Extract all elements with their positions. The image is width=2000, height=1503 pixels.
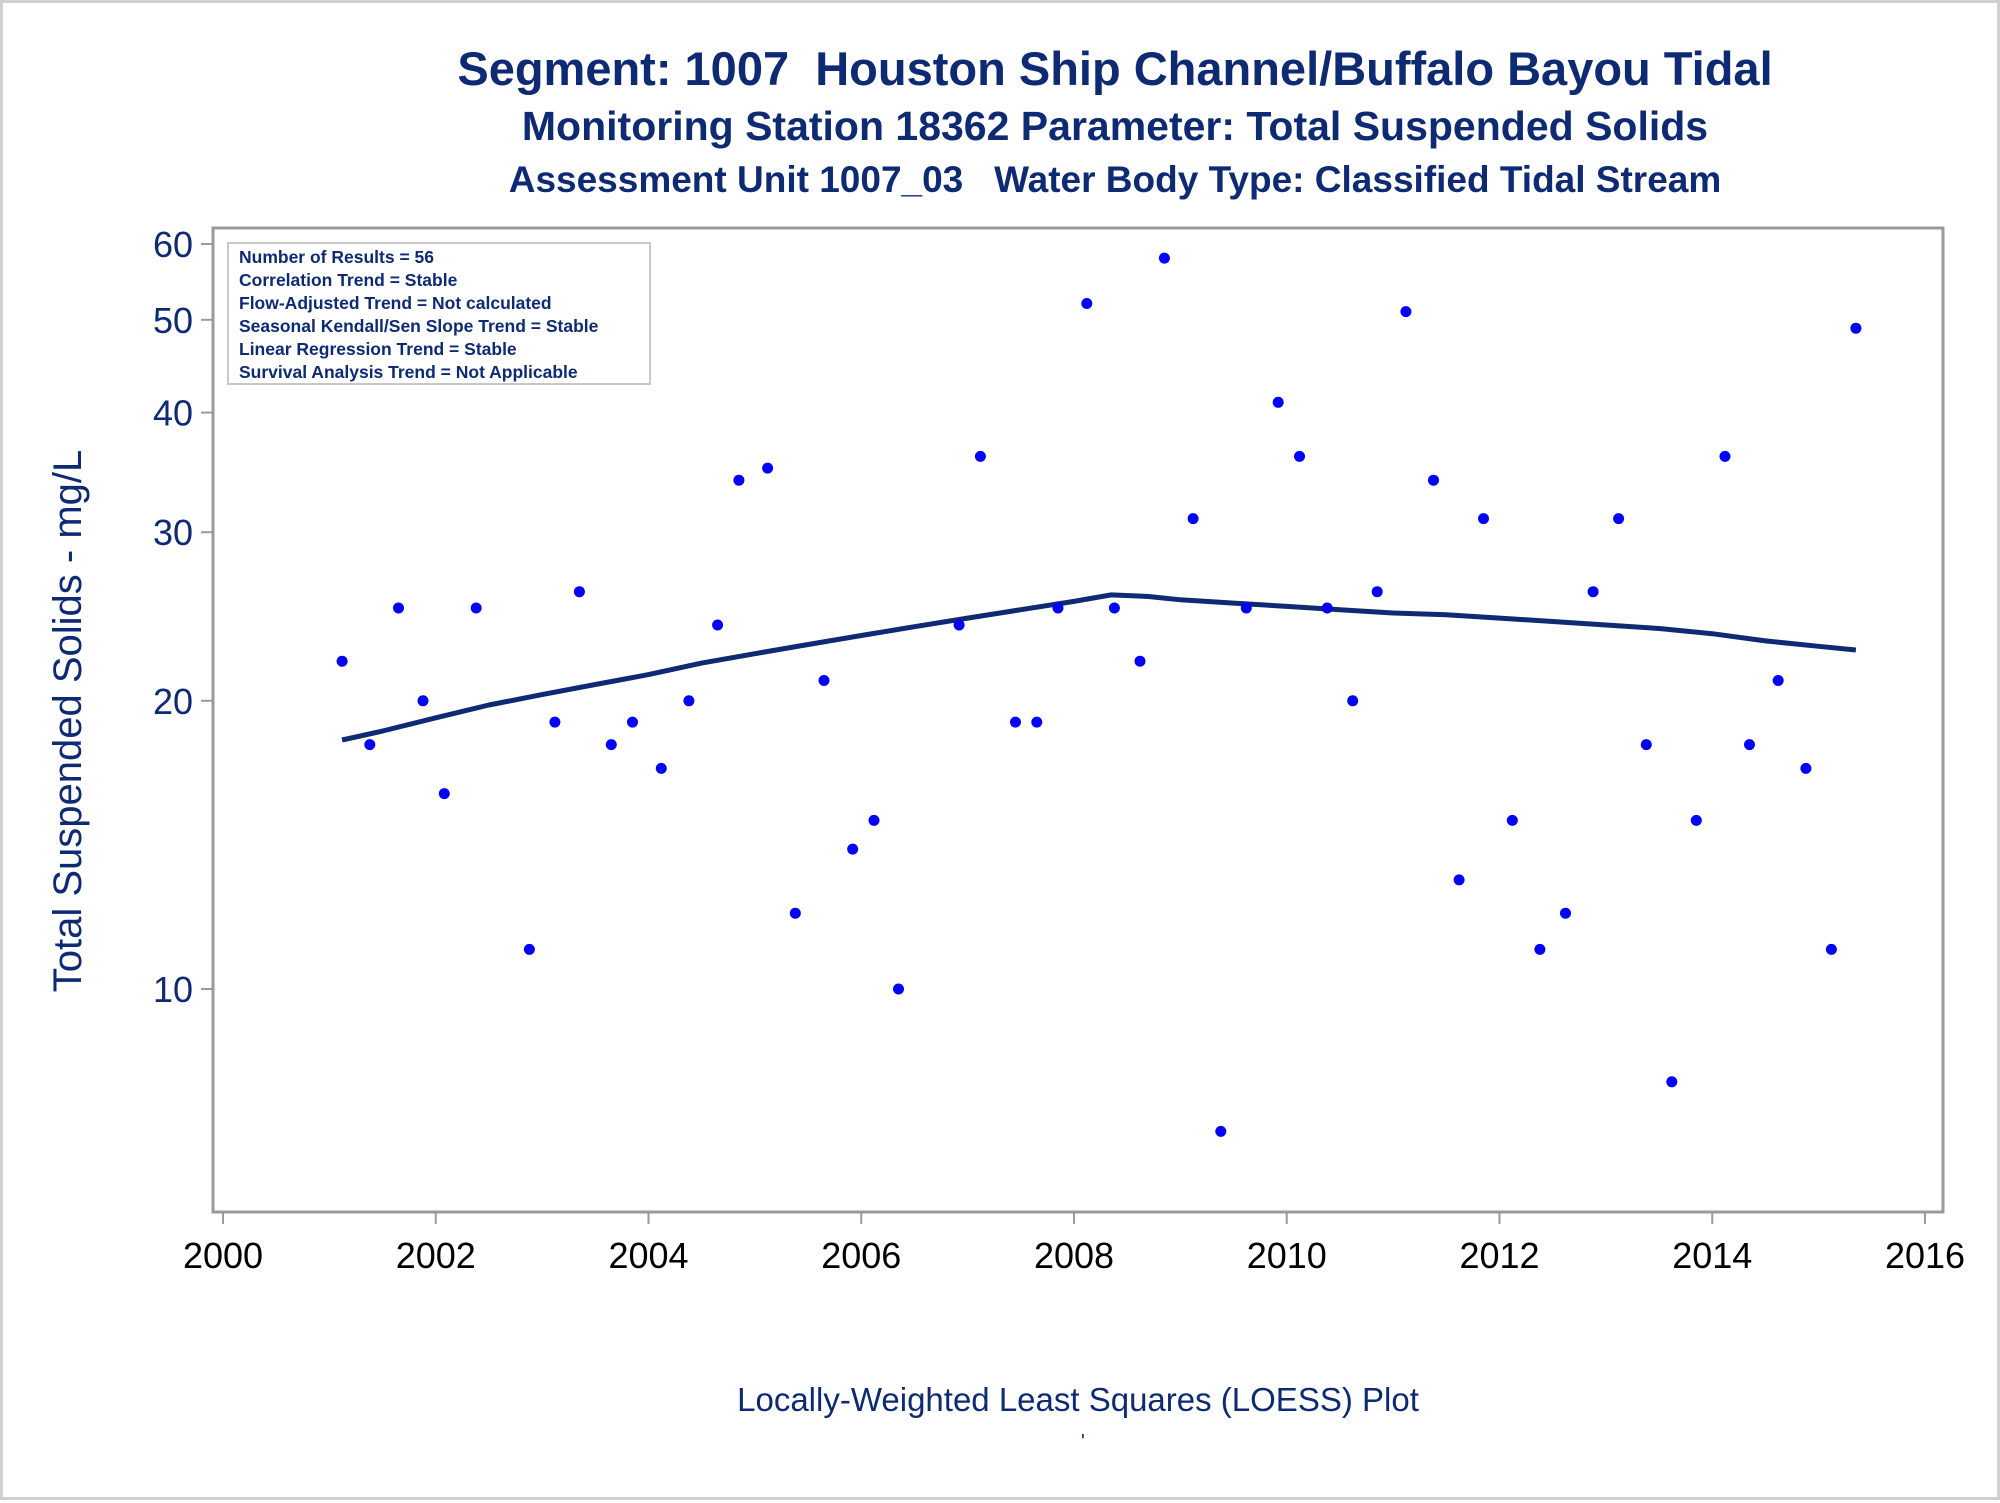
plot-area xyxy=(211,226,1945,1214)
data-point xyxy=(1825,943,1837,955)
data-point xyxy=(1478,513,1489,525)
data-point xyxy=(1134,655,1146,667)
data-point xyxy=(1272,396,1284,408)
data-point xyxy=(1347,695,1359,707)
data-point xyxy=(1560,907,1571,919)
x-tick-label: 2012 xyxy=(1459,1235,1539,1276)
data-point xyxy=(1321,602,1333,614)
data-point xyxy=(1010,716,1021,728)
y-tick-label: 60 xyxy=(153,224,193,265)
data-point xyxy=(683,695,695,707)
scatter-plot: 2000 2002 2004 2006 2008 2010 2012 2014 2016 10 20… xyxy=(46,224,1965,1276)
data-point xyxy=(1719,450,1731,462)
chart-title: Segment: 1007 Houston Ship Channel/Buffa… xyxy=(457,42,1773,95)
data-point xyxy=(1534,943,1546,955)
data-point xyxy=(605,739,617,751)
data-point xyxy=(893,983,904,995)
data-point xyxy=(1506,814,1518,826)
chart-subtitle-2: Assessment Unit 1007_03 Water Body Type:… xyxy=(508,159,1722,200)
info-box-line: Flow-Adjusted Trend = Not calculated xyxy=(239,293,552,313)
info-box-line: Number of Results = 56 xyxy=(239,247,434,267)
data-point xyxy=(1052,602,1064,614)
data-point xyxy=(438,788,450,800)
data-point xyxy=(523,943,535,955)
footnote-mark: ' xyxy=(1081,1431,1085,1453)
data-point xyxy=(417,695,429,707)
data-point xyxy=(364,739,376,751)
chart-subtitle: Monitoring Station 18362 Parameter: Tota… xyxy=(521,103,1709,149)
y-tick-label: 30 xyxy=(153,512,193,553)
data-point xyxy=(627,716,638,728)
data-point xyxy=(789,907,801,919)
y-tick-label: 40 xyxy=(153,393,193,434)
loess-line xyxy=(341,592,1857,743)
data-point xyxy=(1800,762,1812,774)
x-tick-label: 2002 xyxy=(396,1235,476,1276)
info-box-line: Correlation Trend = Stable xyxy=(239,270,458,290)
data-point xyxy=(1108,602,1120,614)
x-tick-label: 2008 xyxy=(1034,1235,1114,1276)
y-tick-label: 20 xyxy=(153,681,193,722)
data-point xyxy=(1428,474,1439,486)
info-box xyxy=(227,242,651,385)
data-point xyxy=(1215,1125,1227,1137)
data-point xyxy=(1690,814,1702,826)
data-point xyxy=(1240,602,1252,614)
data-point xyxy=(974,450,986,462)
data-point xyxy=(1158,252,1170,264)
data-point xyxy=(1371,586,1383,598)
x-tick-label: 2014 xyxy=(1672,1235,1752,1276)
data-point xyxy=(733,474,745,486)
data-point xyxy=(818,675,830,686)
data-point xyxy=(393,602,404,614)
data-point xyxy=(1081,298,1093,309)
data-point xyxy=(1453,874,1465,886)
data-point xyxy=(712,619,724,631)
info-box-line: Seasonal Kendall/Sen Slope Trend = Stabl… xyxy=(239,316,599,336)
footnote: Locally-Weighted Least Squares (LOESS) P… xyxy=(737,1381,1419,1418)
x-tick-label: 2016 xyxy=(1885,1235,1965,1276)
data-point xyxy=(1666,1076,1678,1088)
info-box-line: Survival Analysis Trend = Not Applicable xyxy=(239,362,578,382)
info-box-line: Linear Regression Trend = Stable xyxy=(239,339,517,359)
data-point xyxy=(1850,322,1862,334)
data-point xyxy=(847,843,859,855)
x-tick-label: 2010 xyxy=(1247,1235,1327,1276)
data-point xyxy=(1744,739,1755,751)
x-tick-label: 2000 xyxy=(183,1235,263,1276)
x-tick-label: 2006 xyxy=(821,1235,901,1276)
y-tick-label: 50 xyxy=(153,300,193,341)
data-point xyxy=(762,462,774,474)
data-point xyxy=(1294,450,1305,462)
data-point xyxy=(573,586,585,598)
data-point xyxy=(1400,306,1412,318)
data-point xyxy=(1772,675,1784,686)
data-point xyxy=(549,716,561,728)
data-point xyxy=(1587,586,1599,598)
data-point xyxy=(1640,739,1652,751)
data-point xyxy=(470,602,482,614)
data-point xyxy=(1613,513,1625,525)
data-point xyxy=(655,762,667,774)
x-tick-label: 2004 xyxy=(608,1235,688,1276)
data-point xyxy=(953,619,965,631)
data-point xyxy=(1187,513,1199,525)
data-point xyxy=(336,655,348,667)
y-tick-label: 10 xyxy=(153,969,193,1010)
data-point xyxy=(1031,716,1043,728)
y-axis-label: Total Suspended Solids - mg/L xyxy=(46,450,90,993)
data-point xyxy=(868,814,880,826)
